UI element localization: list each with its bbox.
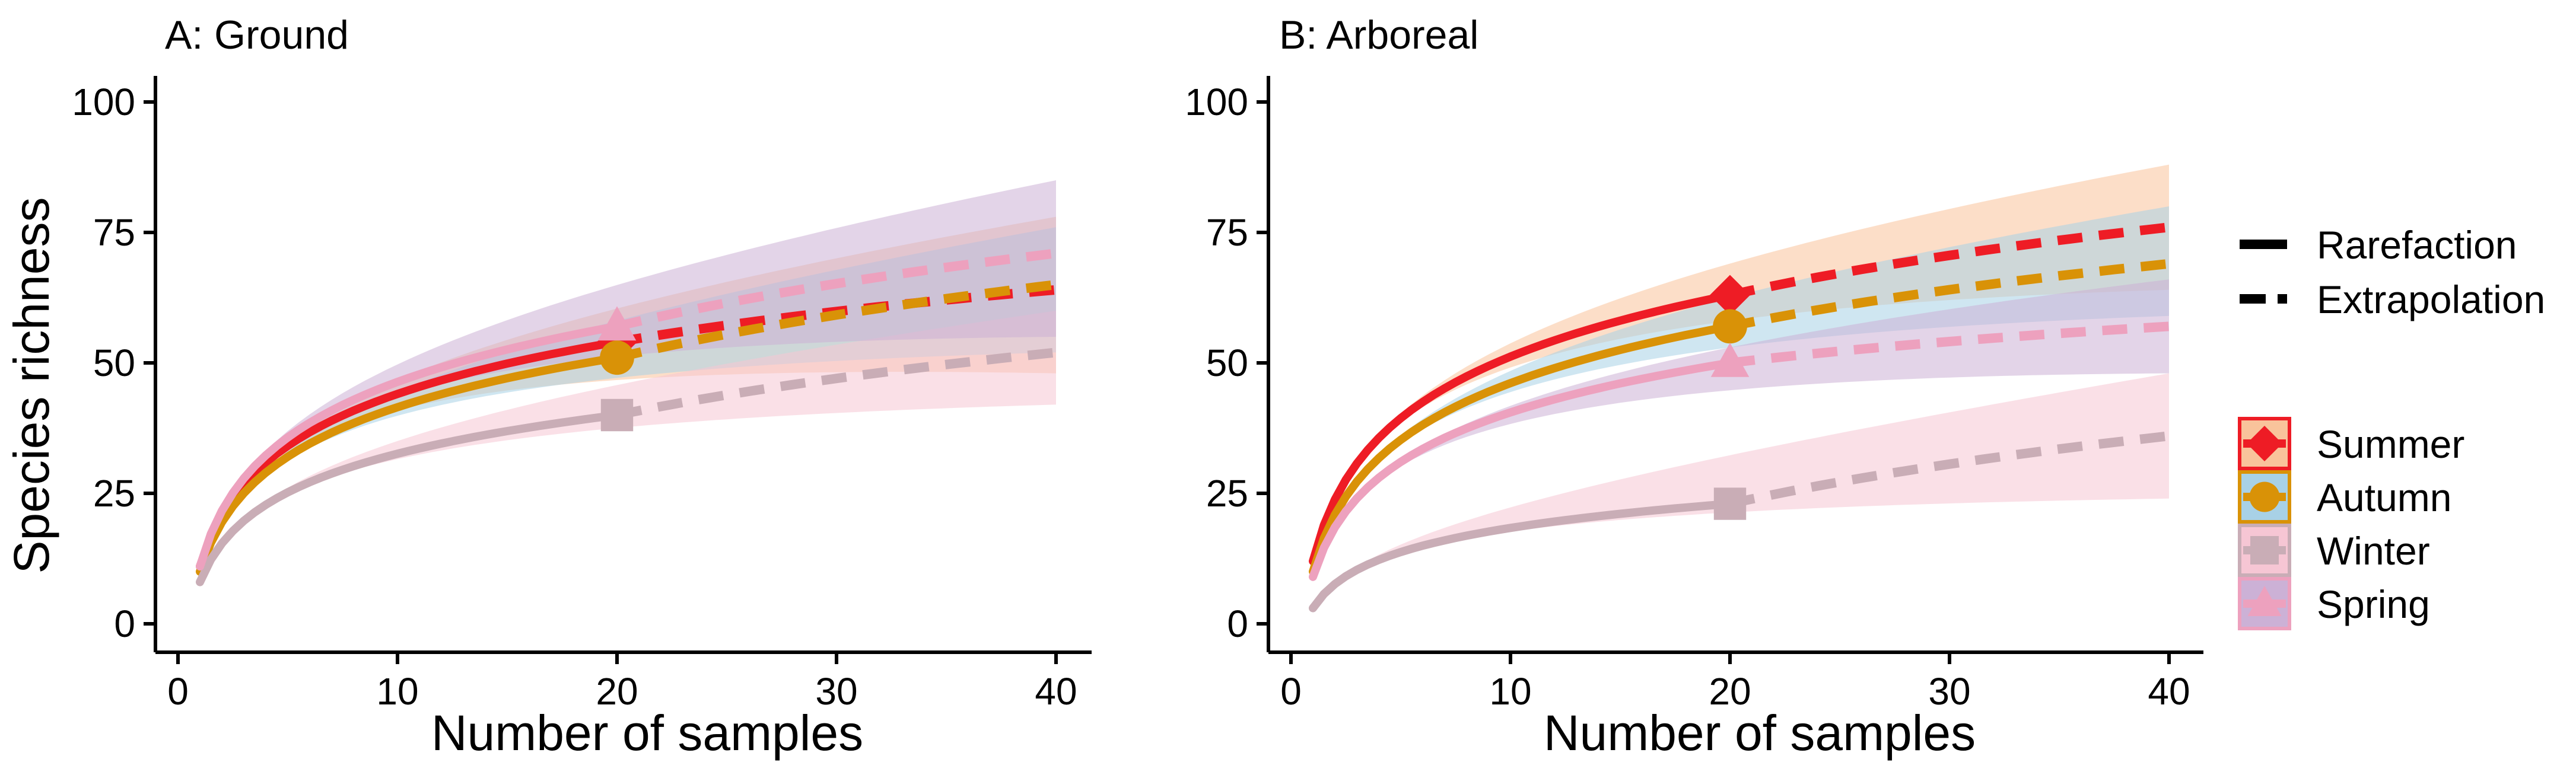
x-tick-label: 10 (376, 670, 418, 713)
x-tick-label: 10 (1489, 670, 1531, 713)
rarefaction-line-summer (196, 337, 621, 571)
y-tick-label: 25 (93, 472, 135, 515)
y-tick-label: 100 (1185, 81, 1248, 123)
confidence-band-spring (200, 180, 1056, 567)
legend-marker-diamond (2247, 426, 2282, 461)
x-axis-title: Number of samples (431, 705, 863, 761)
rarefaction-line-autumn (196, 353, 621, 576)
observed-point-summer (1710, 275, 1750, 315)
observed-point-spring (597, 306, 637, 341)
rarefaction-line-winter (1309, 499, 1734, 613)
x-axis-title: Number of samples (1544, 705, 1976, 761)
observed-point-spring (1710, 343, 1750, 377)
y-axis-title: Species richness (4, 197, 59, 574)
extrapolation-line-spring (616, 248, 1057, 331)
panel-title: A: Ground (165, 12, 349, 58)
x-tick-label: 20 (1709, 670, 1751, 713)
y-tick-label: 50 (1206, 342, 1248, 384)
chart-panel-arboreal: B: Arboreal 0 25 50 75 100 0 10 20 30 40 Number of … (1185, 12, 2203, 761)
observed-point-winter (600, 398, 634, 432)
observed-point-winter (1713, 487, 1747, 520)
legend-item-rarefaction: Rarefaction (2240, 223, 2517, 267)
legend-item-summer: Summer (2238, 417, 2464, 470)
rarefaction-line-spring (196, 322, 621, 571)
legend-label: Autumn (2317, 476, 2451, 519)
y-tick-label: 25 (1206, 472, 1248, 515)
y-tick-label: 100 (72, 81, 135, 123)
extrapolation-line-winter (1729, 431, 2170, 509)
legend-item-autumn: Autumn (2238, 470, 2451, 524)
x-tick-label: 40 (1035, 670, 1077, 713)
rarefaction-line-summer (1309, 291, 1734, 566)
extrapolation-line-winter (616, 347, 1057, 420)
observed-point-autumn (1713, 309, 1747, 344)
confidence-band-autumn (1313, 206, 2169, 572)
chart-panel-ground: A: Ground 0 25 50 75 100 0 10 20 30 40 Number of sa… (72, 12, 1092, 761)
rarefaction-line-spring (1309, 359, 1734, 581)
x-tick-label: 30 (1928, 670, 1970, 713)
y-tick-label: 75 (1206, 211, 1248, 254)
y-tick-label: 0 (1227, 602, 1248, 645)
extrapolation-line-autumn (616, 280, 1057, 362)
extrapolation-line-autumn (1729, 259, 2170, 331)
confidence-band-spring (1313, 279, 2169, 577)
rarefaction-line-autumn (1309, 322, 1734, 576)
panel-title: B: Arboreal (1279, 12, 1478, 58)
rarefaction-line-winter (196, 411, 621, 586)
legend-label: Spring (2317, 582, 2430, 626)
x-tick-label: 0 (167, 670, 189, 713)
extrapolation-line-summer (1729, 222, 2170, 300)
legend-marker-triangle (2247, 586, 2282, 616)
observed-point-autumn (600, 340, 634, 375)
legend-label: Summer (2317, 422, 2464, 466)
x-tick-label: 0 (1280, 670, 1302, 713)
legend-item-winter: Winter (2238, 524, 2430, 577)
legend-marker-square (2250, 536, 2279, 564)
legend-marker-circle (2249, 481, 2280, 512)
y-tick-label: 50 (93, 342, 135, 384)
legend-label: Rarefaction (2317, 223, 2517, 267)
extrapolation-line-spring (1729, 321, 2170, 368)
legend-item-spring: Spring (2238, 577, 2430, 630)
legend-label: Winter (2317, 529, 2430, 573)
legend-label: Extrapolation (2317, 278, 2545, 321)
legend: Rarefaction Extrapolation Summer Autumn Wint… (2238, 223, 2545, 630)
legend-item-extrapolation: Extrapolation (2240, 278, 2545, 321)
x-tick-label: 20 (596, 670, 638, 713)
y-tick-label: 0 (114, 602, 135, 645)
y-tick-label: 75 (93, 211, 135, 254)
x-tick-label: 30 (815, 670, 857, 713)
x-tick-label: 40 (2148, 670, 2190, 713)
